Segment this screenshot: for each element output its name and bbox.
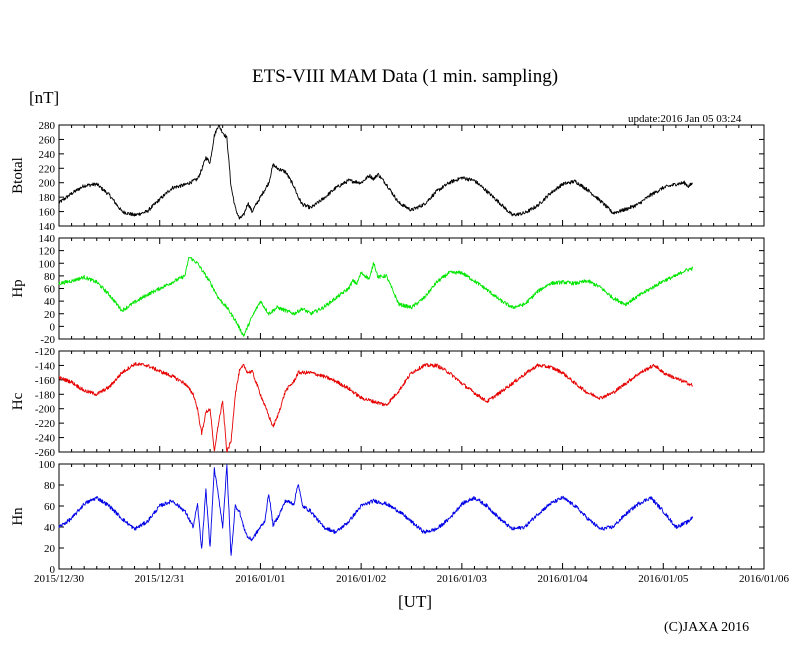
x-tick-label: 2016/01/04 [538, 573, 589, 585]
x-unit-label: [UT] [398, 592, 432, 611]
panel-label-btotal: Btotal [10, 157, 26, 194]
panel-label-hc: Hc [10, 392, 26, 410]
y-tick-label: 240 [39, 149, 56, 161]
series-line-hp [58, 256, 694, 337]
chart-title: ETS-VIII MAM Data (1 min. sampling) [251, 66, 559, 87]
y-tick-label: 120 [39, 246, 56, 258]
series-line-hn [58, 464, 694, 556]
credit-label: (C)JAXA 2016 [664, 620, 750, 635]
panel-frame-hn [58, 463, 765, 570]
x-tick-label: 2016/01/05 [638, 573, 689, 585]
y-tick-label: 180 [39, 192, 56, 204]
y-tick-label: 220 [39, 163, 56, 175]
panel-label-hn: Hn [10, 507, 26, 526]
series-line-hc [58, 361, 694, 453]
panel-frame-hc [58, 350, 765, 453]
y-tick-label: 140 [39, 221, 56, 233]
y-tick-label: 140 [39, 233, 56, 245]
y-tick-label: 100 [39, 258, 56, 270]
update-timestamp: update:2016 Jan 05 03:24 [628, 113, 742, 125]
y-tick-label: 200 [39, 178, 56, 190]
x-tick-label: 2016/01/03 [437, 573, 488, 585]
panel-label-hp: Hp [10, 279, 26, 297]
y-tick-label: -240 [35, 433, 56, 445]
y-tick-label: 280 [39, 120, 56, 132]
y-tick-label: -200 [35, 404, 56, 416]
y-tick-label: -20 [40, 334, 55, 346]
y-tick-label: 60 [44, 501, 56, 513]
y-tick-label: 80 [44, 480, 56, 492]
y-tick-label: -120 [35, 346, 56, 358]
y-tick-label: 40 [44, 522, 56, 534]
y-tick-label: -160 [35, 375, 56, 387]
x-tick-label: 2016/01/06 [739, 573, 790, 585]
y-tick-label: -260 [35, 447, 56, 459]
y-tick-label: 0 [50, 564, 56, 576]
y-tick-label: 60 [44, 284, 56, 296]
y-tick-label: 40 [44, 296, 56, 308]
x-tick-label: 2016/01/01 [235, 573, 285, 585]
y-tick-label: -220 [35, 418, 56, 430]
y-tick-label: 20 [44, 543, 56, 555]
y-tick-label: 80 [44, 271, 56, 283]
y-tick-label: 20 [44, 309, 56, 321]
y-tick-label: -140 [35, 360, 56, 372]
y-tick-label: 0 [50, 321, 56, 333]
y-tick-label: -180 [35, 389, 56, 401]
y-tick-label: 100 [39, 459, 56, 471]
panel-frame-hp [58, 237, 765, 340]
x-tick-label: 2016/01/02 [336, 573, 386, 585]
y-tick-label: 260 [39, 134, 56, 146]
series-line-btotal [58, 124, 693, 220]
x-tick-label: 2015/12/31 [135, 573, 185, 585]
y-unit-label: [nT] [29, 88, 60, 107]
y-tick-label: 160 [39, 207, 56, 219]
x-tick-label: 2015/12/30 [34, 573, 85, 585]
panel-frame-btotal [58, 124, 765, 227]
